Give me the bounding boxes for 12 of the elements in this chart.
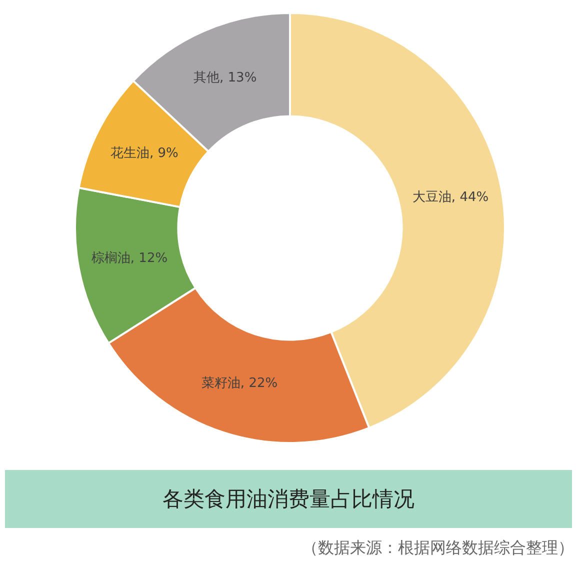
slice-label: 菜籽油 [201,376,240,391]
data-label: , 9% [149,146,178,162]
slice-label: 大豆油 [412,190,452,205]
slice-label: 棕榈油 [91,250,130,266]
text: （数据来源：根据网络数据综合整理） [301,538,574,559]
text: 各类食用油消费量占比情况 [5,470,572,528]
data-label: , 13% [220,70,257,86]
slice-label: 花生油 [110,146,150,162]
data-label: , 22% [240,376,278,391]
data-label: , 44% [451,190,489,205]
data-label: , 12% [130,250,168,266]
slice-label: 其他 [194,70,220,86]
